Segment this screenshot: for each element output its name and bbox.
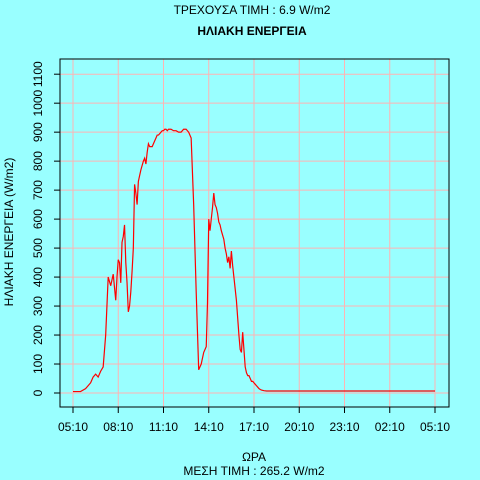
mean-value-text: ΜΕΣΗ ΤΙΜΗ : 265.2 W/m2 [183,464,325,478]
x-tick-label-2: 11:10 [149,420,178,434]
y-tick-label-3: 300 [31,296,45,316]
y-tick-label-0: 0 [31,389,45,396]
y-tick-label-11: 1100 [31,61,45,87]
x-tick-label-8: 05:10 [420,420,450,434]
chart-title: ΗΛΙΑΚΗ ΕΝΕΡΓΕΙΑ [197,24,307,38]
x-tick-label-1: 08:10 [103,420,133,434]
y-tick-label-6: 600 [31,209,45,229]
x-tick-label-6: 23:10 [329,420,359,434]
y-axis: 0 100 200 300 400 500 600 700 800 900 1000 1100 [31,61,60,396]
y-tick-label-9: 900 [31,122,45,142]
y-tick-label-1: 100 [31,354,45,374]
x-tick-label-4: 17:10 [239,420,269,434]
x-tick-label-0: 05:10 [58,420,88,434]
grid-lines [60,59,449,407]
x-axis: 05:10 08:10 11:10 14:10 17:10 20:10 23:10 02:10… [58,407,450,434]
current-value-text: ΤΡΕΧΟΥΣΑ ΤΙΜΗ : 6.9 W/m2 [174,3,331,17]
y-tick-label-5: 500 [31,238,45,258]
series-line [73,128,435,393]
x-tick-label-7: 02:10 [375,420,405,434]
y-tick-label-4: 400 [31,267,45,287]
x-tick-label-5: 20:10 [284,420,314,434]
x-tick-label-3: 14:10 [194,420,224,434]
y-axis-label: ΗΛΙΑΚΗ ΕΝΕΡΓΕΙΑ (W/m2) [2,158,16,307]
x-axis-label: ΩΡΑ [242,450,266,464]
y-tick-label-2: 200 [31,325,45,345]
y-tick-label-8: 800 [31,151,45,171]
y-tick-label-10: 1000 [31,90,45,117]
y-tick-label-7: 700 [31,180,45,200]
